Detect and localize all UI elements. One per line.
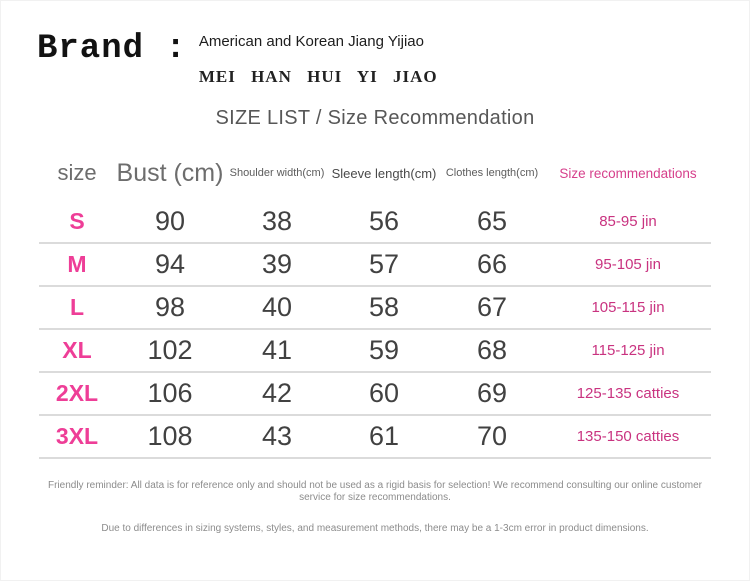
shoulder-cell: 43 xyxy=(225,415,329,459)
shoulder-cell: 39 xyxy=(225,243,329,287)
shoulder-cell: 40 xyxy=(225,286,329,330)
recommendation-cell: 135-150 catties xyxy=(545,415,711,459)
brand-section: Brand : American and Korean Jiang Yijiao… xyxy=(1,1,749,87)
clothes-cell: 68 xyxy=(439,329,545,373)
clothes-cell: 69 xyxy=(439,372,545,416)
page-title: SIZE LIST / Size Recommendation xyxy=(215,107,535,129)
size-table: size Bust (cm) Shoulder width(cm) Sleeve… xyxy=(39,146,711,459)
brand-subtitle: American and Korean Jiang Yijiao xyxy=(198,33,424,50)
recommendation-cell: 115-125 jin xyxy=(545,329,711,373)
size-row-2xl: 2XL 106 42 60 69 125-135 catties xyxy=(39,372,711,416)
bust-cell: 94 xyxy=(115,243,225,287)
size-cell: 2XL xyxy=(39,372,115,416)
bust-cell: 90 xyxy=(115,200,225,244)
shoulder-cell: 41 xyxy=(225,329,329,373)
size-cell: XL xyxy=(39,329,115,373)
brand-names: American and Korean Jiang Yijiao MEI HAN… xyxy=(199,29,438,87)
table-header-row: size Bust (cm) Shoulder width(cm) Sleeve… xyxy=(39,146,711,200)
sleeve-cell: 59 xyxy=(329,329,439,373)
size-row-3xl: 3XL 108 43 61 70 135-150 catties xyxy=(39,415,711,459)
sleeve-cell: 60 xyxy=(329,372,439,416)
col-header-clothes: Clothes length(cm) xyxy=(445,167,539,179)
size-cell: S xyxy=(39,200,115,244)
col-header-shoulder: Shoulder width(cm) xyxy=(229,167,325,179)
clothes-cell: 65 xyxy=(439,200,545,244)
clothes-cell: 67 xyxy=(439,286,545,330)
size-row-l: L 98 40 58 67 105-115 jin xyxy=(39,286,711,330)
recommendation-cell: 105-115 jin xyxy=(545,286,711,330)
bust-cell: 108 xyxy=(115,415,225,459)
brand-name-caps: MEI HAN HUI YI JIAO xyxy=(198,67,438,86)
size-row-m: M 94 39 57 66 95-105 jin xyxy=(39,243,711,287)
sleeve-cell: 61 xyxy=(329,415,439,459)
sleeve-cell: 57 xyxy=(329,243,439,287)
footer-notes: Friendly reminder: All data is for refer… xyxy=(1,480,749,535)
bust-cell: 106 xyxy=(115,372,225,416)
col-header-bust: Bust (cm) xyxy=(116,158,224,187)
brand-label: Brand : xyxy=(37,30,187,68)
sleeve-cell: 58 xyxy=(329,286,439,330)
size-cell: L xyxy=(39,286,115,330)
clothes-cell: 66 xyxy=(439,243,545,287)
col-header-recommendation: Size recommendations xyxy=(559,165,697,181)
clothes-cell: 70 xyxy=(439,415,545,459)
note-error-margin: Due to differences in sizing systems, st… xyxy=(101,523,649,534)
sleeve-cell: 56 xyxy=(329,200,439,244)
note-reminder: Friendly reminder: All data is for refer… xyxy=(47,480,703,503)
shoulder-cell: 42 xyxy=(225,372,329,416)
recommendation-cell: 85-95 jin xyxy=(545,200,711,244)
shoulder-cell: 38 xyxy=(225,200,329,244)
bust-cell: 102 xyxy=(115,329,225,373)
recommendation-cell: 95-105 jin xyxy=(545,243,711,287)
bust-cell: 98 xyxy=(115,286,225,330)
col-header-sleeve: Sleeve length(cm) xyxy=(331,165,437,181)
size-row-s: S 90 38 56 65 85-95 jin xyxy=(39,200,711,244)
size-cell: M xyxy=(39,243,115,287)
size-cell: 3XL xyxy=(39,415,115,459)
recommendation-cell: 125-135 catties xyxy=(545,372,711,416)
col-header-size: size xyxy=(57,160,97,185)
size-row-xl: XL 102 41 59 68 115-125 jin xyxy=(39,329,711,373)
